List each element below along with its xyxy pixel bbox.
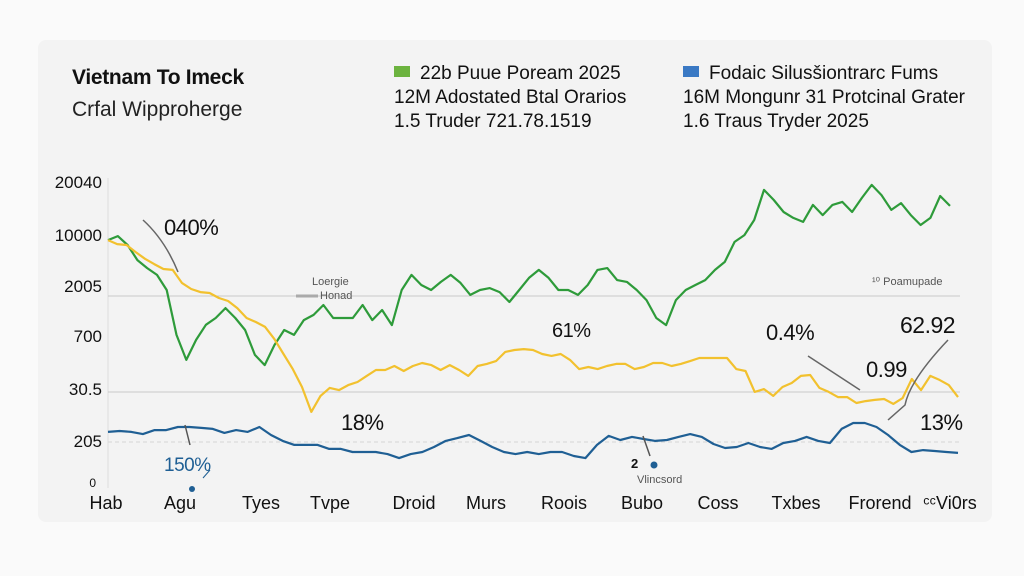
legend-swatch-blue xyxy=(683,66,699,77)
annotation-label: 62.92 xyxy=(900,312,956,338)
y-tick-label: 20040 xyxy=(54,173,102,192)
legend-text: 1.6 Traus Tryder 2025 xyxy=(683,111,869,132)
chart-subtitle: Crfal Wipproherge xyxy=(72,98,243,121)
x-tick-label: Murs xyxy=(466,493,506,513)
x-tick-label: Tyes xyxy=(241,493,281,513)
x-tick-label: Droid xyxy=(392,493,436,513)
annotation-dot xyxy=(650,461,658,469)
legend-swatch-green xyxy=(394,66,410,77)
annotation-leader xyxy=(202,469,211,479)
legend-text: 1.5 Truder 721.78.1519 xyxy=(394,111,592,132)
y-tick-label: 2005 xyxy=(64,277,102,296)
x-tick-label: Roois xyxy=(540,493,588,513)
annotation-label: Loergie xyxy=(312,276,349,288)
legend-green: 22b Puue Poream 2025 12M Adostated Btal … xyxy=(394,62,626,134)
annotation-label: 18% xyxy=(341,410,384,435)
annotation-label: Honad xyxy=(320,290,353,302)
x-tick-label: Hab xyxy=(89,493,123,513)
annotation-label: 150% xyxy=(164,455,211,476)
annotation-dot xyxy=(189,486,195,492)
x-tick-label: Coss xyxy=(697,493,739,513)
annotation-label: 0.4% xyxy=(766,320,815,345)
annotation-leader xyxy=(142,219,179,273)
chart-title: Vietnam To Imeck xyxy=(72,66,244,89)
y-tick-label: 0 xyxy=(89,476,96,490)
annotation-leader xyxy=(887,339,949,421)
annotation-label: 61% xyxy=(552,320,591,342)
annotation-label: Vlincsord xyxy=(637,474,683,486)
legend-blue: Fodaic Silusšiontrarc Fums 16M Mongunr 3… xyxy=(683,62,965,134)
annotation-leader xyxy=(184,424,191,446)
y-tick-label: 700 xyxy=(73,327,102,346)
legend-text: Fodaic Silusšiontrarc Fums xyxy=(709,63,939,84)
y-tick-label: 10000 xyxy=(54,226,102,245)
annotation-label: 0.99 xyxy=(866,357,907,382)
legend-text: 22b Puue Poream 2025 xyxy=(420,63,621,84)
y-tick-label: 205 xyxy=(73,432,102,451)
x-tick-label: Agu xyxy=(163,493,197,513)
y-tick-label: 30.5 xyxy=(68,380,102,399)
x-tick-label: Txbes xyxy=(771,493,821,513)
legend-text: 16M Mongunr 31 Protcinal Grater xyxy=(683,87,965,108)
legend-text: 12M Adostated Btal Orarios xyxy=(394,87,627,108)
series-line-blue xyxy=(107,421,959,460)
x-tick-label: ᶜᶜVi0rs xyxy=(923,493,977,513)
x-tick-label: Bubo xyxy=(620,493,664,513)
x-tick-label: Tvpe xyxy=(309,493,351,513)
annotation-leader xyxy=(642,435,651,457)
annotation-label: 13% xyxy=(920,410,963,435)
annotation-leader xyxy=(807,355,861,391)
series-line-green xyxy=(107,183,951,367)
annotation-label: 2 xyxy=(631,456,638,471)
series-line-yellow xyxy=(107,239,959,413)
annotation-label: ¹⁰ Poamupade xyxy=(872,276,943,288)
annotation-label: 040% xyxy=(164,215,219,240)
x-tick-label: Frorend xyxy=(848,493,912,513)
